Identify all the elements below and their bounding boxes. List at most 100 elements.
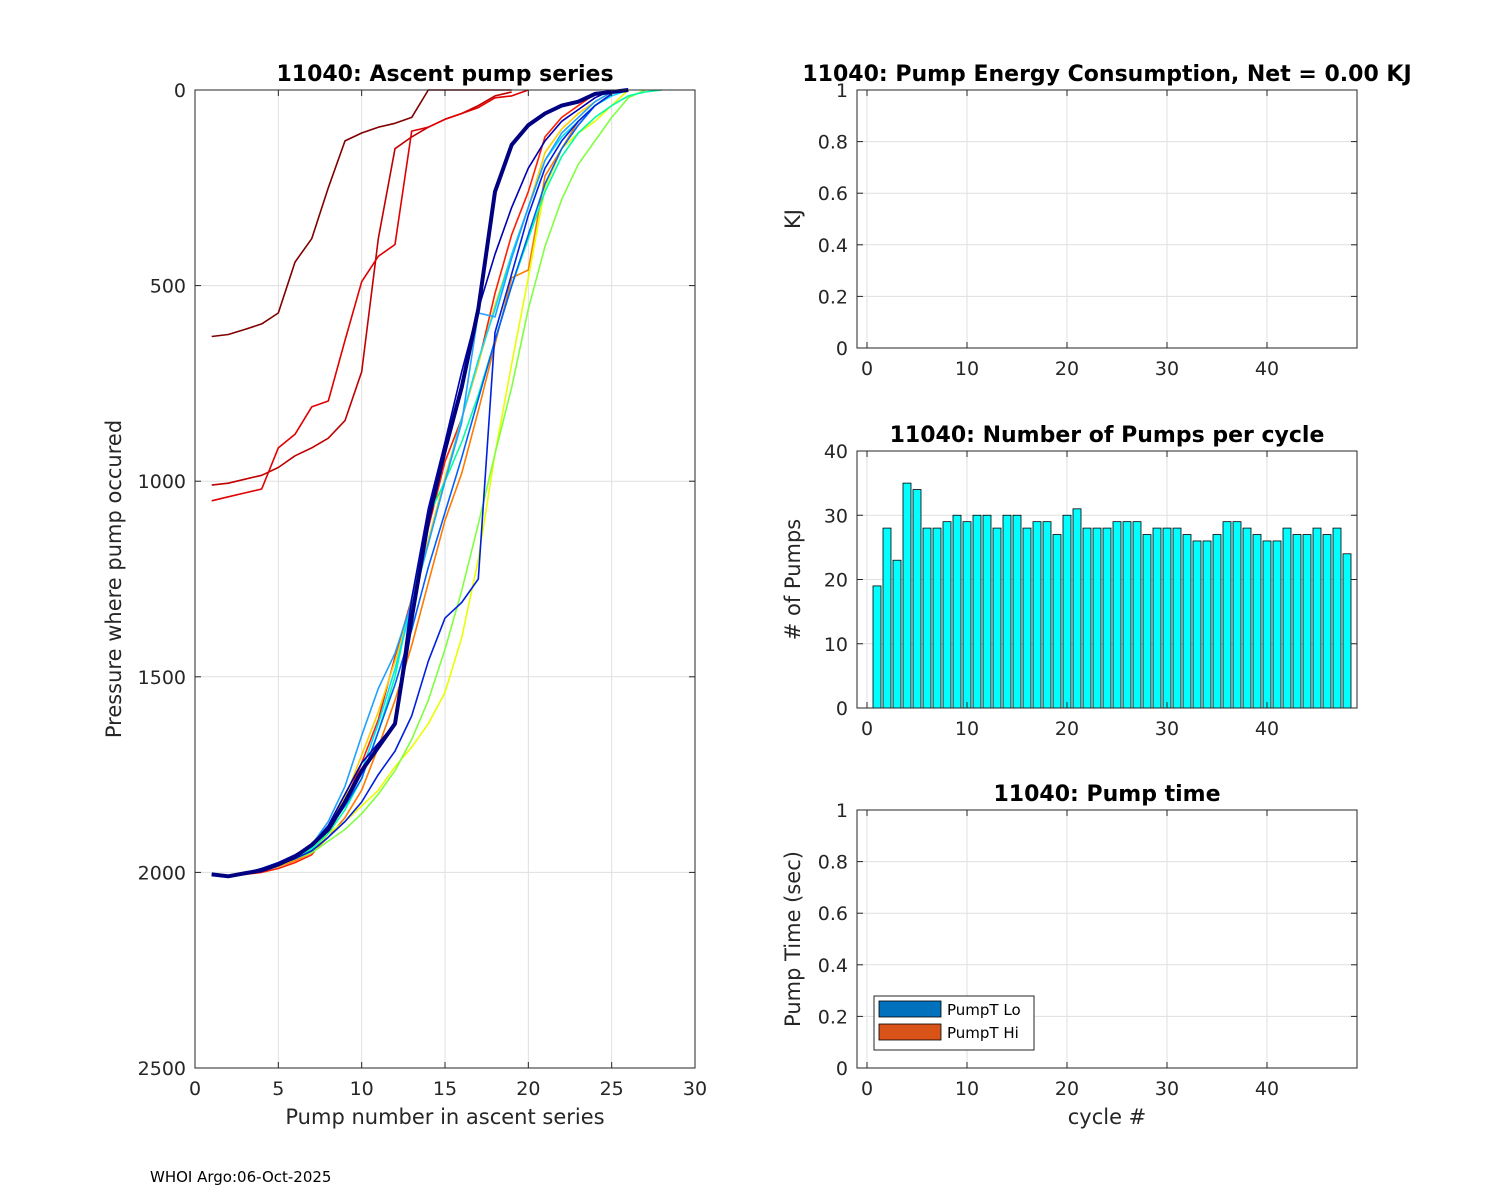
y-tick-label: 2000 (138, 862, 186, 884)
bar-cycle-48 (1342, 553, 1352, 709)
x-tick-label: 10 (955, 358, 979, 380)
bar-cycle-21 (1072, 508, 1082, 709)
y-tick-label: 1 (836, 80, 848, 102)
y-tick-label: 0.8 (818, 132, 848, 154)
y-tick-label: 1500 (138, 667, 186, 689)
x-tick-label: 0 (189, 1078, 201, 1100)
bar-cycle-1 (872, 585, 882, 709)
bar-cycle-4 (902, 482, 912, 709)
series-line-15 (211, 88, 629, 879)
x-tick-label: 10 (955, 718, 979, 740)
legend-swatch (878, 1023, 942, 1041)
x-tick-label: 20 (1055, 718, 1079, 740)
axes-box (856, 89, 1358, 349)
bar-cycle-42 (1282, 527, 1292, 709)
bar-cycle-32 (1182, 534, 1192, 709)
y-tick-label: 0.2 (818, 1006, 848, 1028)
legend-label: PumpT Hi (947, 1024, 1019, 1042)
bar-cycle-20 (1062, 514, 1072, 709)
y-tick-label: 0 (174, 80, 186, 102)
ticks: 0 5 10 15 20 25 30 0 500 1000 1500 2000 2500 (138, 80, 707, 1100)
bar-cycle-18 (1042, 521, 1052, 709)
x-tick-label: 30 (1155, 358, 1179, 380)
y-tick-label: 0.6 (818, 903, 848, 925)
bar-cycle-14 (1002, 514, 1012, 709)
chart-title: 11040: Ascent pump series (276, 62, 613, 87)
bar-cycle-19 (1052, 534, 1062, 709)
bar-cycle-27 (1132, 521, 1142, 709)
bar-cycle-10 (962, 521, 972, 709)
bar-cycle-26 (1122, 521, 1132, 709)
bar-cycle-33 (1192, 540, 1202, 709)
y-tick-label: 20 (824, 570, 848, 592)
y-axis-label: # of Pumps (781, 519, 805, 641)
bar-cycle-6 (922, 527, 932, 709)
series-line-3 (211, 89, 529, 502)
bar-cycle-13 (992, 527, 1002, 709)
bar-cycle-35 (1212, 534, 1222, 709)
x-tick-label: 15 (433, 1078, 457, 1100)
x-tick-label: 0 (861, 358, 873, 380)
chart-title: 11040: Pump time (993, 782, 1220, 807)
chart-title: 11040: Number of Pumps per cycle (890, 423, 1325, 448)
x-axis-label: cycle # (1068, 1105, 1147, 1129)
bar-cycle-24 (1102, 527, 1112, 709)
y-tick-label: 40 (824, 441, 848, 463)
bar-cycle-2 (882, 527, 892, 709)
y-tick-label: 0 (836, 338, 848, 360)
chart-ascent: 0 5 10 15 20 25 30 0 500 1000 1500 2000 2500 11040: A… (102, 62, 707, 1129)
x-tick-label: 40 (1255, 1078, 1279, 1100)
bar-cycle-41 (1272, 540, 1282, 709)
bar-cycle-11 (972, 514, 982, 709)
y-axis-label: Pump Time (sec) (781, 851, 805, 1027)
y-tick-label: 0.6 (818, 183, 848, 205)
footer-stamp: WHOI Argo:06-Oct-2025 (150, 1168, 331, 1186)
bar-cycle-39 (1252, 534, 1262, 709)
x-tick-label: 25 (600, 1078, 624, 1100)
x-tick-label: 10 (350, 1078, 374, 1100)
bar-cycle-47 (1332, 527, 1342, 709)
bar-cycle-30 (1162, 527, 1172, 709)
y-tick-label: 30 (824, 505, 848, 527)
y-axis-label: Pressure where pump occured (102, 420, 126, 738)
data-marks (872, 482, 1352, 709)
bar-cycle-46 (1322, 534, 1332, 709)
y-tick-label: 0.8 (818, 852, 848, 874)
bar-cycle-36 (1222, 521, 1232, 709)
bar-cycle-34 (1202, 540, 1212, 709)
bar-cycle-15 (1012, 514, 1022, 709)
chart-pumptime: 0 10 20 30 40 0 0.2 0.4 0.6 0.8 1 11040: Pump time c… (781, 782, 1358, 1129)
x-tick-label: 40 (1255, 358, 1279, 380)
y-tick-label: 10 (824, 634, 848, 656)
bar-cycle-8 (942, 521, 952, 709)
x-tick-label: 0 (861, 1078, 873, 1100)
y-tick-label: 0 (836, 698, 848, 720)
y-tick-label: 1 (836, 800, 848, 822)
bar-cycle-17 (1032, 521, 1042, 709)
axes-box (856, 809, 1358, 1069)
y-tick-label: 1000 (138, 471, 186, 493)
chart-title: 11040: Pump Energy Consumption, Net = 0.… (802, 62, 1411, 87)
ticks: 0 10 20 30 40 0 0.2 0.4 0.6 0.8 1 (818, 800, 1357, 1100)
x-tick-label: 20 (1055, 1078, 1079, 1100)
bar-cycle-5 (912, 489, 922, 709)
bar-cycle-3 (892, 559, 902, 709)
x-tick-label: 10 (955, 1078, 979, 1100)
ticks: 0 10 20 30 40 0 0.2 0.4 0.6 0.8 1 (818, 80, 1357, 380)
bar-cycle-45 (1312, 527, 1322, 709)
bar-cycle-22 (1082, 527, 1092, 709)
bar-cycle-16 (1022, 527, 1032, 709)
data-marks (211, 88, 662, 879)
x-tick-label: 30 (1155, 718, 1179, 740)
x-tick-label: 0 (861, 718, 873, 740)
bar-cycle-9 (952, 514, 962, 709)
bar-cycle-29 (1152, 527, 1162, 709)
x-tick-label: 5 (272, 1078, 284, 1100)
bar-cycle-37 (1232, 521, 1242, 709)
y-axis-label: KJ (781, 209, 805, 229)
y-tick-label: 0.4 (818, 955, 848, 977)
x-tick-label: 30 (1155, 1078, 1179, 1100)
y-tick-label: 2500 (138, 1058, 186, 1080)
